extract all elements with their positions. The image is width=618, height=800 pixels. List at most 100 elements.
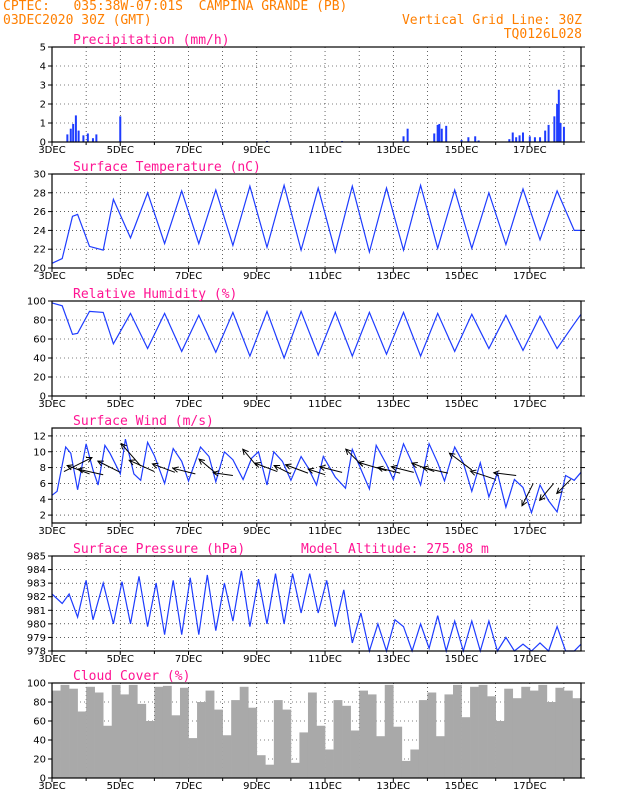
panel-frame <box>51 300 582 397</box>
cloud-bar <box>342 705 351 778</box>
cloud-bar <box>529 690 539 778</box>
y-tick-label: 6 <box>40 479 46 490</box>
x-tick-label: 15DEC <box>445 781 479 792</box>
cloud-bar <box>555 687 565 778</box>
y-tick-label: 20 <box>33 373 46 384</box>
cloud-bar <box>205 690 215 778</box>
wind-vector-head <box>242 448 249 456</box>
precip-bar <box>86 133 89 142</box>
precip-bar <box>562 126 565 142</box>
x-tick-label: 7DEC <box>175 271 202 282</box>
y-tick-label: 983 <box>27 579 46 590</box>
wind-vector <box>308 468 326 476</box>
cloud-bar <box>393 726 403 778</box>
y-tick-label: 12 <box>33 431 46 442</box>
wind-vector-head <box>284 463 292 470</box>
cloud-bar <box>77 711 87 778</box>
cloud-bar <box>290 762 300 778</box>
precip-bar <box>553 116 556 142</box>
wind-vector-head <box>538 494 546 502</box>
cloud-bar <box>52 690 61 778</box>
wind-vector <box>493 472 517 476</box>
header-model-code: TQ0126L028 <box>503 27 582 42</box>
cloud-bar <box>401 760 411 778</box>
x-tick-label: 9DEC <box>243 654 270 665</box>
cloud-bar <box>171 715 181 778</box>
x-tick-label: 17DEC <box>513 781 547 792</box>
cloud-bar <box>103 725 113 778</box>
wind-vector <box>319 466 343 473</box>
pressure-annotation: Model Altitude: 275.08 m <box>301 542 489 557</box>
cloud-bar <box>384 684 394 778</box>
precip-bar <box>521 132 524 142</box>
x-tick-label: 17DEC <box>513 654 547 665</box>
precip-bar <box>508 139 511 142</box>
cloud-bar <box>282 709 292 778</box>
wind-vector <box>213 472 233 476</box>
x-tick-label: 13DEC <box>376 526 410 537</box>
cloud-bar <box>359 690 368 778</box>
y-tick-label: 5 <box>40 43 46 54</box>
cloud-bar <box>179 687 189 778</box>
wind-vector-head <box>521 499 528 507</box>
wind-vector <box>152 463 176 473</box>
cloud-bar <box>231 700 241 778</box>
cloud-bar <box>222 735 232 778</box>
cloud-bar <box>299 732 309 778</box>
wind-vector-head <box>357 460 365 467</box>
wind-vector-head <box>492 470 500 477</box>
y-tick-label: 982 <box>27 592 46 603</box>
cloud-bar <box>572 698 582 778</box>
wind-vector <box>285 464 309 474</box>
x-tick-label: 7DEC <box>175 526 202 537</box>
cloud-panel: 0 20 40 60 80 100 3DEC 5DEC 7DEC 9DEC 11DEC 13DEC 15… <box>27 669 585 792</box>
cloud-bar <box>162 685 172 778</box>
header-grid-note: Vertical Grid Line: 30Z <box>401 13 582 28</box>
precip-bar <box>547 124 550 142</box>
x-tick-label: 13DEC <box>376 399 410 410</box>
wind-vector-head <box>66 464 74 471</box>
cloud-bar <box>427 692 437 778</box>
cloud-bar <box>435 736 445 778</box>
precip-bar <box>436 124 439 142</box>
panel-frame <box>51 427 582 524</box>
x-tick-label: 3DEC <box>38 399 65 410</box>
wind-vector <box>128 459 155 472</box>
y-tick-label: 22 <box>33 245 46 256</box>
pressure-title: Surface Pressure (hPa) <box>73 542 245 557</box>
cloud-bar <box>94 692 104 778</box>
cloud-bar <box>137 703 147 778</box>
y-tick-label: 26 <box>33 207 46 218</box>
y-tick-label: 0 <box>40 138 46 149</box>
cloud-bar <box>256 755 266 778</box>
y-tick-label: 4 <box>40 495 46 506</box>
header-date: 03DEC2020 30Z (GMT) <box>3 13 152 28</box>
cloud-bar <box>478 684 488 778</box>
y-tick-label: 0 <box>40 774 46 785</box>
precip-bar <box>467 137 470 142</box>
wind-vector-head <box>390 464 398 472</box>
y-tick-label: 20 <box>33 755 46 766</box>
cloud-bar <box>521 686 531 778</box>
precipitation-panel: 0 1 2 3 4 5 3DEC 5DEC 7DEC 9DEC 11DEC 13DEC 15DEC 17D… <box>38 33 585 156</box>
wind-vector-head <box>128 459 136 466</box>
x-tick-label: 11DEC <box>308 781 342 792</box>
wind-vector <box>539 483 555 501</box>
x-tick-label: 9DEC <box>243 781 270 792</box>
x-tick-label: 9DEC <box>243 526 270 537</box>
wind-vector-head <box>96 460 104 467</box>
y-tick-label: 100 <box>27 679 46 690</box>
x-tick-label: 13DEC <box>376 271 410 282</box>
wind-vector-head <box>318 464 326 472</box>
x-tick-label: 17DEC <box>513 271 547 282</box>
precip-bar <box>82 135 85 142</box>
precip-bar <box>66 134 69 142</box>
y-tick-label: 1 <box>40 119 46 130</box>
y-tick-label: 80 <box>33 698 46 709</box>
y-tick-label: 2 <box>40 100 46 111</box>
cloud-bar <box>470 686 479 778</box>
wind-vector <box>273 465 292 475</box>
cloud-bar <box>316 725 326 778</box>
wind-vector-head <box>421 465 429 472</box>
y-tick-label: 60 <box>33 335 46 346</box>
